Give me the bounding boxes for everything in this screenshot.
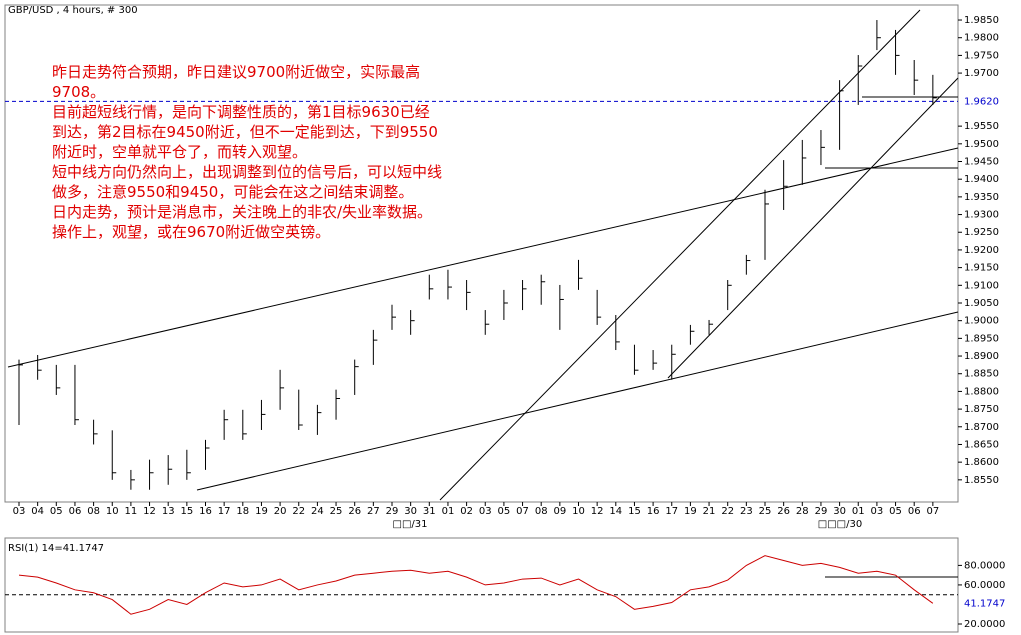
x-tick-label: 20	[274, 506, 287, 517]
x-tick-label: 22	[721, 506, 734, 517]
x-tick-label: 11	[125, 506, 138, 517]
x-tick-label: 25	[759, 506, 772, 517]
y-tick-label: 1.8650	[964, 439, 999, 450]
trendline	[196, 311, 959, 491]
trendline	[667, 77, 959, 379]
annotation-paragraph: 短中线方向仍然向上，出现调整到位的信号后，可以短中线做多，注意9550和9450…	[52, 163, 443, 201]
x-tick-label: 12	[591, 506, 604, 517]
y-tick-label: 1.9350	[964, 192, 999, 203]
y-tick-label: 1.9800	[964, 33, 999, 44]
x-tick-label: 12	[143, 506, 156, 517]
y-tick-label: 1.9100	[964, 280, 999, 291]
x-tick-label: 24	[311, 506, 324, 517]
x-tick-label: 05	[498, 506, 511, 517]
annotation-paragraph: 昨日走势符合预期，昨日建议9700附近做空，实际最高9708。	[52, 63, 421, 101]
y-tick-label: 1.9500	[964, 139, 999, 150]
y-tick-label: 1.8900	[964, 351, 999, 362]
annotation-paragraph: 目前超短线行情，是向下调整性质的，第1目标9630已经到达，第2目标在9450附…	[52, 103, 438, 161]
y-tick-label: 80.0000	[964, 560, 1005, 571]
x-tick-label: 03	[13, 506, 26, 517]
y-tick-label: 1.9850	[964, 15, 999, 26]
x-tick-label: 17	[665, 506, 678, 517]
y-tick-label: 1.9550	[964, 121, 999, 132]
x-tick-label: 30	[404, 506, 417, 517]
x-tick-label: 08	[535, 506, 548, 517]
x-tick-label: 06	[69, 506, 82, 517]
x-tick-label: 17	[218, 506, 231, 517]
x-tick-label: 16	[647, 506, 660, 517]
y-tick-label: 1.9200	[964, 245, 999, 256]
y-tick-label: 1.9750	[964, 50, 999, 61]
x-tick-label: 10	[106, 506, 119, 517]
x-tick-label: 15	[628, 506, 641, 517]
y-tick-label: 1.9300	[964, 210, 999, 221]
x-tick-label: 06	[908, 506, 921, 517]
y-tick-label: 1.8750	[964, 404, 999, 415]
y-tick-label: 20.0000	[964, 619, 1005, 630]
x-tick-label: 18	[236, 506, 249, 517]
x-tick-label: 05	[50, 506, 63, 517]
x-tick-label: 29	[815, 506, 828, 517]
x-tick-label: 19	[255, 506, 268, 517]
x-tick-label: 19	[684, 506, 697, 517]
x-tick-label: 14	[609, 506, 622, 517]
annotation: 昨日走势符合预期，昨日建议9700附近做空，实际最高9708。 目前超短线行情，是…	[52, 62, 442, 242]
y-tick-label: 1.9400	[964, 174, 999, 185]
y-tick-label: 1.8950	[964, 333, 999, 344]
x-tick-label: 02	[460, 506, 473, 517]
y-tick-label: 1.8700	[964, 422, 999, 433]
trendline	[439, 9, 921, 501]
x-tick-label: 05	[889, 506, 902, 517]
x-tick-label: 13	[162, 506, 175, 517]
y-tick-label: 1.8850	[964, 369, 999, 380]
y-tick-label: 1.9150	[964, 263, 999, 274]
y-tick-label: 1.9450	[964, 157, 999, 168]
x-tick-label: 26	[348, 506, 361, 517]
y-tick-label: 1.9000	[964, 316, 999, 327]
rsi-panel	[4, 537, 959, 633]
x-tick-label: 04	[31, 506, 44, 517]
x-tick-label: 29	[386, 506, 399, 517]
x-tick-label: 22	[292, 506, 305, 517]
month-label: □□/31	[393, 519, 428, 530]
rsi-title: RSI(1) 14=41.1747	[8, 543, 104, 554]
x-tick-label: 03	[479, 506, 492, 517]
x-tick-label: 27	[367, 506, 380, 517]
x-tick-label: 21	[703, 506, 716, 517]
month-label: □□□/30	[818, 519, 862, 530]
current-label: 1.9620	[964, 96, 999, 107]
x-tick-label: 30	[833, 506, 846, 517]
x-tick-label: 16	[199, 506, 212, 517]
price-panel	[4, 4, 959, 503]
x-tick-label: 01	[852, 506, 865, 517]
y-tick-label: 1.9250	[964, 227, 999, 238]
x-tick-label: 26	[777, 506, 790, 517]
x-tick-label: 03	[871, 506, 884, 517]
x-tick-label: 01	[442, 506, 455, 517]
y-tick-label: 1.9700	[964, 68, 999, 79]
annotation-paragraph: 日内走势，预计是消息市，关注晚上的非农/失业率数据。操作上，观望，或在9670附…	[52, 203, 433, 241]
x-tick-label: 07	[516, 506, 529, 517]
x-tick-label: 31	[423, 506, 436, 517]
y-tick-label: 1.8800	[964, 386, 999, 397]
chart-title: GBP/USD , 4 hours, # 300	[8, 5, 138, 16]
x-tick-label: 07	[926, 506, 939, 517]
x-tick-label: 25	[330, 506, 343, 517]
y-tick-label: 60.0000	[964, 580, 1005, 591]
x-tick-label: 09	[553, 506, 566, 517]
current-label: 41.1747	[964, 598, 1005, 609]
x-tick-label: 23	[740, 506, 753, 517]
y-tick-label: 1.8550	[964, 475, 999, 486]
x-tick-label: 08	[87, 506, 100, 517]
x-tick-label: 28	[796, 506, 809, 517]
x-tick-label: 15	[180, 506, 193, 517]
trendline	[7, 147, 959, 368]
y-tick-label: 1.8600	[964, 457, 999, 468]
y-tick-label: 1.9050	[964, 298, 999, 309]
rsi-line	[18, 555, 934, 615]
x-tick-label: 10	[572, 506, 585, 517]
